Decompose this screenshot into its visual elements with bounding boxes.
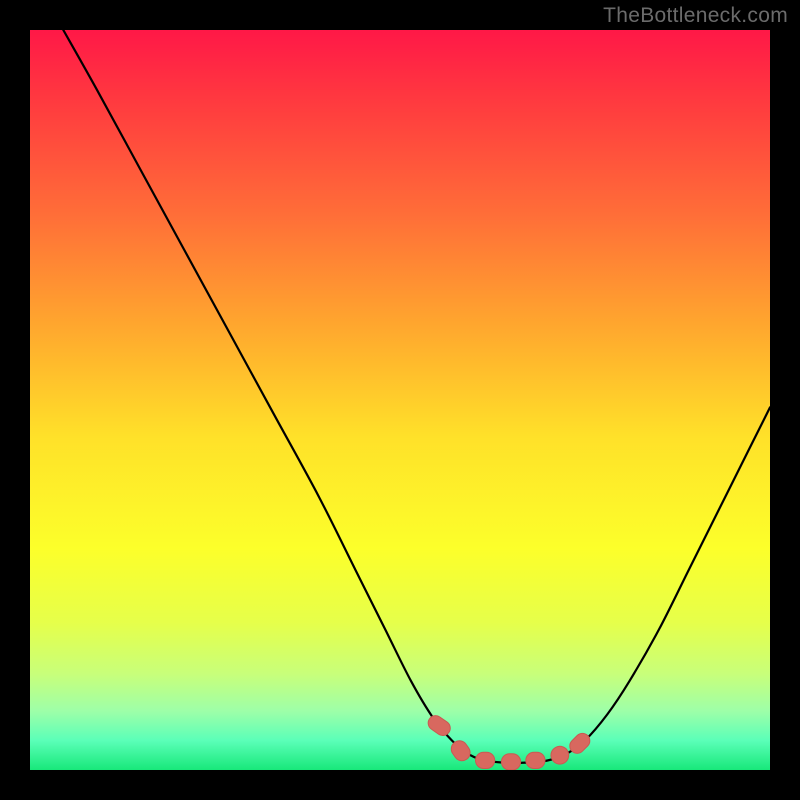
chart-svg bbox=[30, 30, 770, 770]
trough-marker bbox=[526, 752, 545, 768]
trough-marker bbox=[501, 754, 520, 770]
chart-container: TheBottleneck.com bbox=[0, 0, 800, 800]
watermark-text: TheBottleneck.com bbox=[603, 4, 788, 28]
plot-area bbox=[30, 30, 770, 770]
trough-marker bbox=[475, 752, 494, 768]
